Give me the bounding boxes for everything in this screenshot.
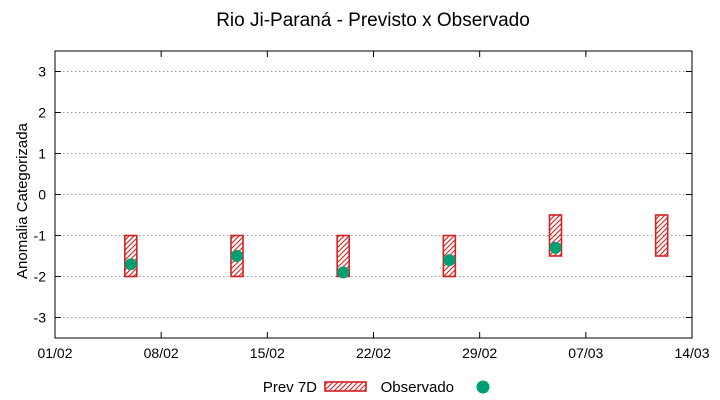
x-tick-label: 08/02: [144, 345, 179, 361]
y-tick-label: 1: [38, 146, 46, 162]
x-tick-label: 07/03: [568, 345, 603, 361]
x-tick-label: 29/02: [462, 345, 497, 361]
legend: Prev 7D Observado: [263, 379, 490, 396]
legend-label-prev-7d: Prev 7D: [263, 379, 317, 396]
forecast-range-box: [654, 214, 669, 257]
y-tick-label: -3: [34, 310, 47, 326]
x-tick-label: 01/02: [37, 345, 72, 361]
observed-point: [337, 266, 350, 279]
legend-swatch-prev-7d: [324, 381, 367, 392]
chart-title: Rio Ji-Paraná - Previsto x Observado: [216, 10, 530, 31]
observed-point: [549, 241, 562, 254]
y-axis-ticks: -3 -2 -1 0 1 2 3: [34, 64, 692, 326]
forecast-range-box: [124, 234, 138, 278]
data-series: [124, 214, 669, 279]
y-tick-label: 3: [38, 64, 46, 80]
y-tick-label: -2: [34, 269, 47, 285]
x-tick-label: 14/03: [674, 345, 709, 361]
legend-label-observado: Observado: [381, 379, 454, 396]
y-tick-label: 2: [38, 105, 46, 121]
x-tick-label: 15/02: [250, 345, 285, 361]
y-tick-label: 0: [38, 187, 46, 203]
legend-swatch-observado: [476, 380, 490, 394]
y-tick-label: -1: [34, 228, 47, 244]
y-axis-label: Anomalia Categorizada: [14, 122, 31, 279]
grid-lines: [55, 71, 692, 318]
x-tick-label: 22/02: [356, 345, 391, 361]
plot-frame: [54, 50, 693, 339]
x-axis-ticks: 01/02 08/02 15/02 22/02 29/02 07/03 14/03: [37, 51, 710, 361]
observed-point: [443, 254, 456, 267]
observed-point: [124, 258, 137, 271]
observed-point: [231, 250, 243, 262]
